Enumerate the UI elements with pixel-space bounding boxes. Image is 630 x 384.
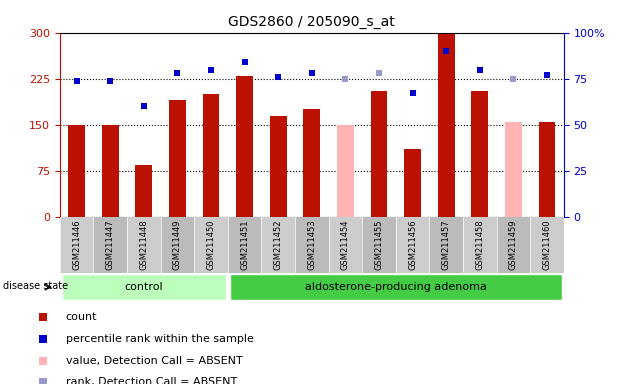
Text: GSM211457: GSM211457 — [442, 220, 450, 270]
Text: GSM211448: GSM211448 — [139, 220, 148, 270]
Text: GSM211450: GSM211450 — [207, 220, 215, 270]
Bar — [430, 217, 463, 273]
Bar — [60, 217, 93, 273]
Text: GSM211447: GSM211447 — [106, 220, 115, 270]
Text: GSM211446: GSM211446 — [72, 220, 81, 270]
Text: rank, Detection Call = ABSENT: rank, Detection Call = ABSENT — [66, 377, 237, 384]
Bar — [229, 274, 562, 300]
Text: GSM211460: GSM211460 — [542, 220, 551, 270]
Text: GSM211456: GSM211456 — [408, 220, 417, 270]
Bar — [505, 122, 522, 217]
Bar — [539, 122, 556, 217]
Bar — [471, 91, 488, 217]
Text: disease state: disease state — [3, 281, 68, 291]
Bar — [68, 125, 85, 217]
Text: count: count — [66, 312, 97, 323]
Bar — [295, 217, 329, 273]
Bar — [329, 217, 362, 273]
Bar — [404, 149, 421, 217]
Text: GSM211458: GSM211458 — [476, 220, 484, 270]
Bar — [530, 217, 564, 273]
Text: GSM211451: GSM211451 — [240, 220, 249, 270]
Bar — [463, 217, 496, 273]
Bar — [270, 116, 287, 217]
Bar — [93, 217, 127, 273]
Bar — [438, 34, 455, 217]
Title: GDS2860 / 205090_s_at: GDS2860 / 205090_s_at — [229, 15, 395, 29]
Bar — [127, 217, 161, 273]
Text: GSM211453: GSM211453 — [307, 220, 316, 270]
Bar — [236, 76, 253, 217]
Bar — [337, 125, 354, 217]
Bar — [370, 91, 387, 217]
Text: GSM211449: GSM211449 — [173, 220, 182, 270]
Text: control: control — [125, 282, 163, 292]
Text: GSM211459: GSM211459 — [509, 220, 518, 270]
Bar — [62, 274, 226, 300]
Text: GSM211454: GSM211454 — [341, 220, 350, 270]
Bar — [194, 217, 228, 273]
Text: aldosterone-producing adenoma: aldosterone-producing adenoma — [305, 282, 487, 292]
Text: GSM211452: GSM211452 — [274, 220, 283, 270]
Text: value, Detection Call = ABSENT: value, Detection Call = ABSENT — [66, 356, 243, 366]
Text: GSM211455: GSM211455 — [375, 220, 384, 270]
Bar — [396, 217, 430, 273]
Bar — [102, 125, 118, 217]
Bar — [169, 100, 186, 217]
Text: percentile rank within the sample: percentile rank within the sample — [66, 334, 253, 344]
Bar — [304, 109, 320, 217]
Bar — [203, 94, 219, 217]
Bar — [362, 217, 396, 273]
Bar — [161, 217, 194, 273]
Bar — [228, 217, 261, 273]
Bar — [261, 217, 295, 273]
Bar — [135, 165, 152, 217]
Bar — [496, 217, 530, 273]
